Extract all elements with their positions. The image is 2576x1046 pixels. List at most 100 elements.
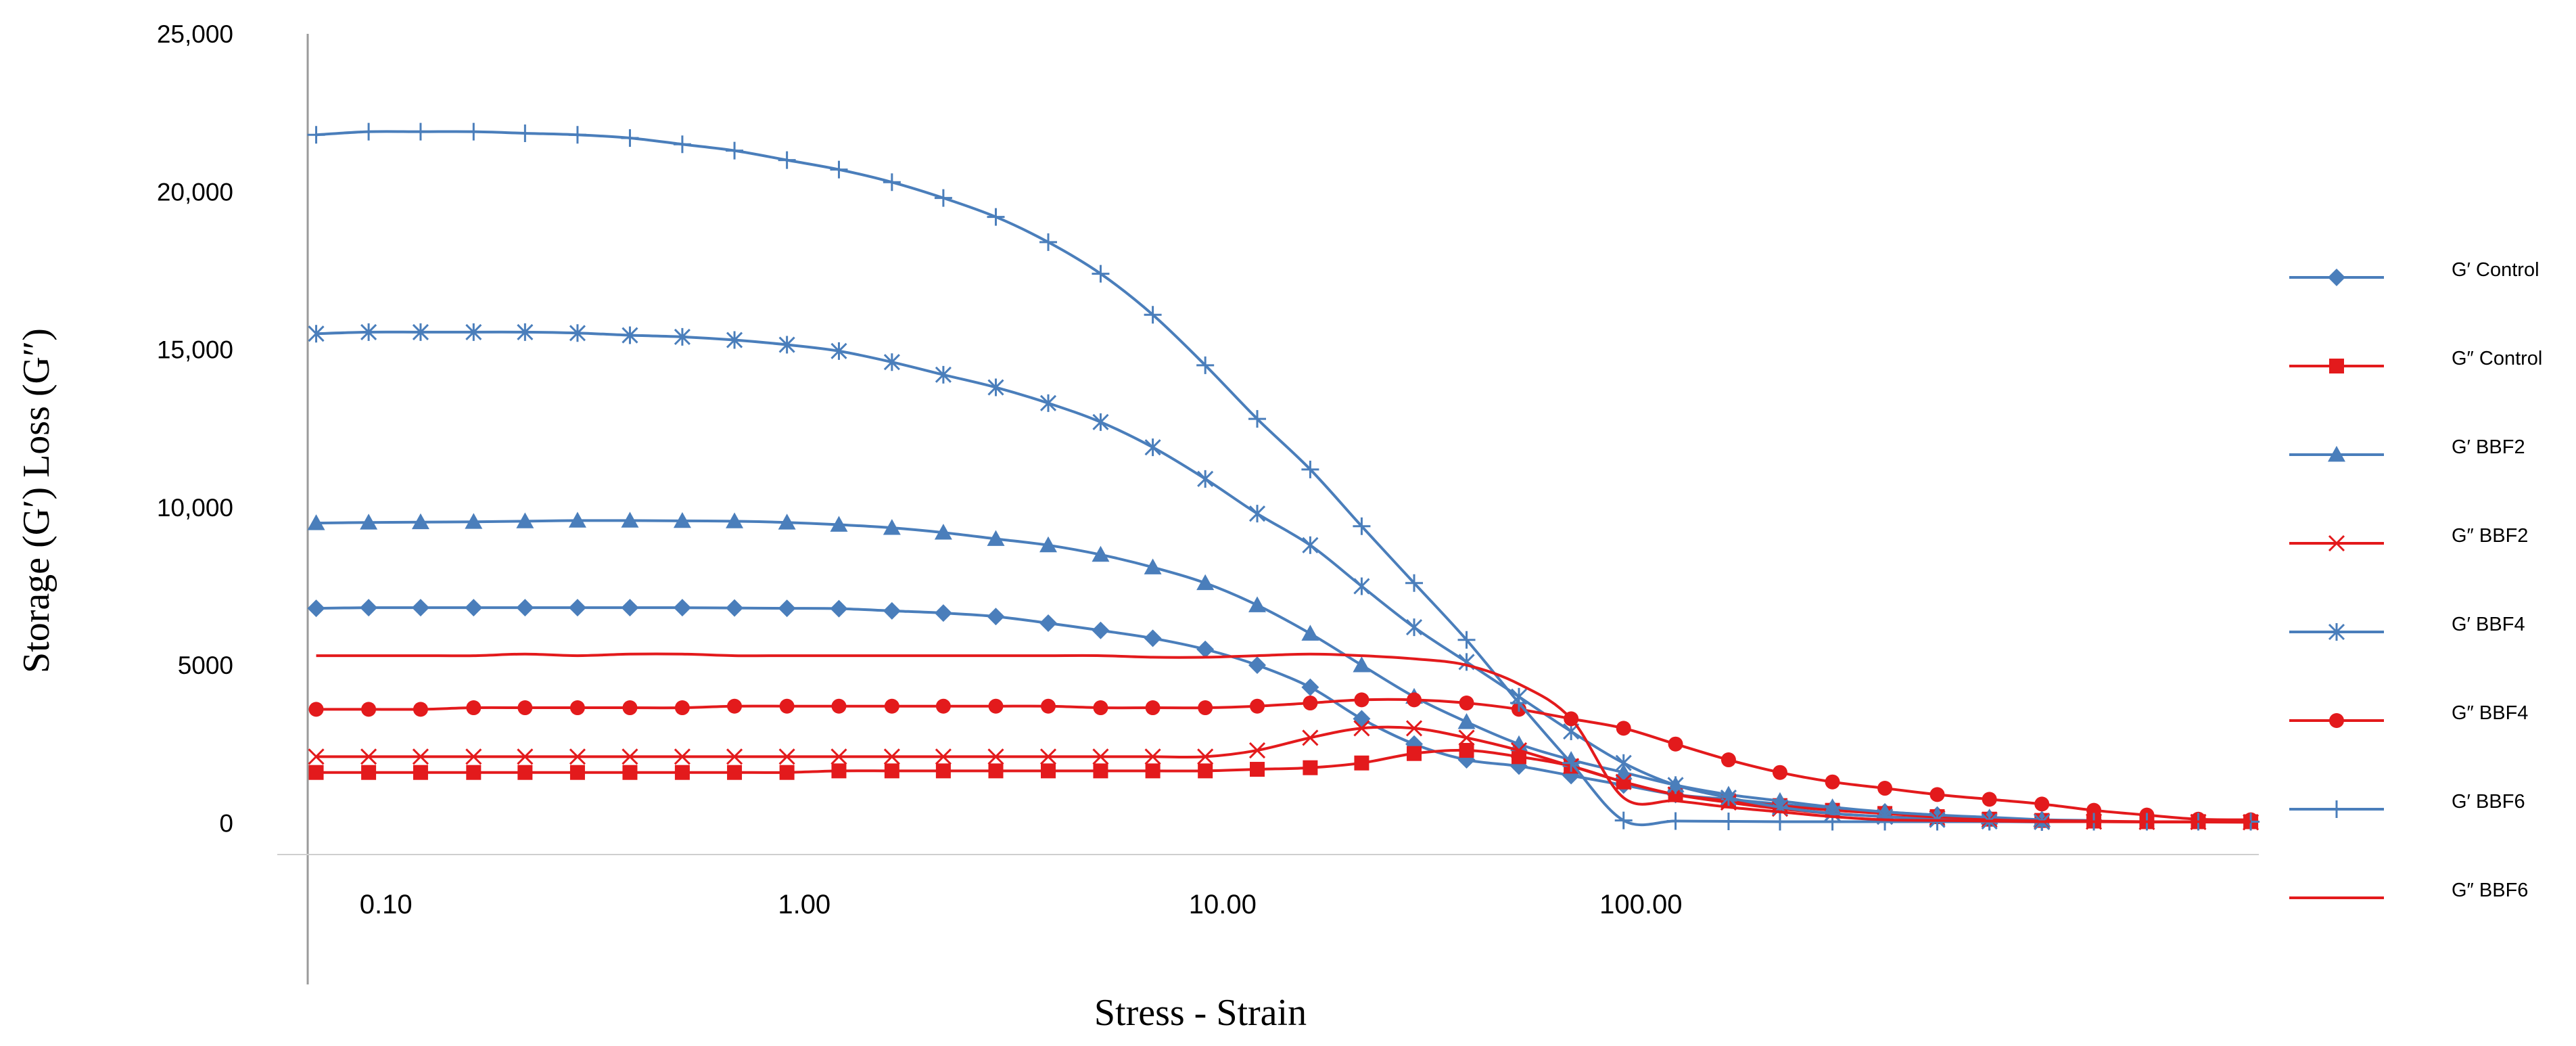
data-point bbox=[2086, 802, 2102, 818]
series-5 bbox=[308, 692, 2259, 827]
data-point bbox=[1303, 696, 1318, 711]
data-point bbox=[569, 748, 586, 765]
legend-item: G′ Control bbox=[2289, 259, 2539, 286]
data-point bbox=[1614, 811, 1633, 829]
data-point bbox=[360, 748, 377, 765]
data-point bbox=[673, 599, 691, 617]
data-point bbox=[1248, 505, 1266, 523]
data-point bbox=[778, 151, 796, 169]
legend-label: G″ BBF2 bbox=[2452, 525, 2528, 547]
data-point bbox=[1248, 596, 1267, 612]
series-6 bbox=[307, 122, 2260, 831]
data-point bbox=[1458, 729, 1475, 746]
y-tick-label: 20,000 bbox=[157, 178, 233, 206]
data-point bbox=[1144, 748, 1161, 765]
data-point bbox=[1720, 752, 1736, 768]
data-point bbox=[621, 599, 639, 617]
data-point bbox=[412, 323, 429, 341]
data-point bbox=[883, 353, 900, 371]
legend-label: G″ Control bbox=[2452, 348, 2542, 369]
data-point bbox=[622, 326, 638, 344]
data-point bbox=[935, 748, 952, 765]
data-point bbox=[935, 698, 951, 714]
data-point bbox=[987, 530, 1005, 546]
data-point bbox=[831, 763, 847, 779]
data-point bbox=[466, 765, 482, 780]
legend-marker bbox=[2328, 269, 2345, 286]
series-line bbox=[316, 725, 2251, 824]
data-point bbox=[1144, 438, 1161, 457]
data-point bbox=[1459, 743, 1474, 758]
data-point bbox=[1196, 356, 1215, 374]
data-point bbox=[1039, 614, 1057, 633]
data-point bbox=[1615, 754, 1632, 772]
data-point bbox=[1877, 781, 1893, 796]
data-point bbox=[779, 698, 795, 714]
x-tick-label: 10.00 bbox=[1189, 890, 1257, 919]
data-point bbox=[1145, 700, 1161, 716]
data-point bbox=[360, 122, 378, 141]
data-point bbox=[1250, 762, 1265, 777]
data-point bbox=[1616, 721, 1631, 736]
data-point bbox=[1510, 742, 1528, 759]
series-7 bbox=[316, 652, 2251, 823]
data-point bbox=[1353, 710, 1371, 728]
data-point bbox=[987, 608, 1005, 626]
data-point bbox=[1093, 700, 1108, 716]
data-point bbox=[830, 748, 847, 765]
data-point bbox=[411, 599, 429, 617]
data-point bbox=[674, 700, 690, 716]
data-point bbox=[569, 324, 586, 342]
data-point bbox=[1458, 653, 1475, 671]
data-point bbox=[831, 698, 847, 714]
data-point bbox=[1720, 789, 1737, 807]
data-point bbox=[360, 514, 378, 530]
data-point bbox=[516, 124, 534, 142]
data-point bbox=[1457, 631, 1476, 649]
y-axis-title: Storage (G′) Loss (G″) bbox=[16, 328, 57, 673]
data-point bbox=[308, 765, 324, 780]
legend-marker bbox=[2328, 800, 2345, 818]
y-tick-label: 25,000 bbox=[157, 20, 233, 48]
plot-area bbox=[307, 122, 2260, 831]
data-point bbox=[1198, 700, 1213, 716]
data-point bbox=[516, 599, 534, 617]
data-point bbox=[465, 122, 483, 141]
data-point bbox=[568, 599, 586, 617]
data-point bbox=[1666, 812, 1685, 830]
series-line bbox=[316, 748, 2251, 823]
data-point bbox=[411, 513, 429, 530]
legend-marker bbox=[2329, 359, 2344, 373]
data-point bbox=[1248, 742, 1266, 759]
data-point bbox=[674, 748, 690, 765]
data-point bbox=[883, 748, 900, 765]
data-point bbox=[1407, 692, 1422, 708]
data-point bbox=[622, 748, 638, 765]
data-point bbox=[1039, 536, 1057, 553]
data-point bbox=[1144, 629, 1162, 647]
data-point bbox=[568, 511, 586, 528]
data-point bbox=[1040, 763, 1056, 779]
data-point bbox=[465, 748, 482, 765]
legend-marker bbox=[2328, 623, 2345, 641]
data-point bbox=[934, 189, 952, 207]
data-point bbox=[1353, 656, 1371, 673]
data-point bbox=[1982, 792, 1997, 807]
legend-label: G′ Control bbox=[2452, 259, 2539, 281]
data-point bbox=[883, 173, 901, 191]
data-point bbox=[726, 599, 744, 617]
x-axis-title: Stress - Strain bbox=[1094, 992, 1307, 1034]
legend-item: G″ BBF6 bbox=[2289, 880, 2528, 901]
x-tick-label: 0.10 bbox=[360, 890, 413, 919]
series-3 bbox=[308, 720, 2259, 831]
data-point bbox=[935, 763, 951, 779]
series-line bbox=[316, 698, 2251, 821]
data-point bbox=[778, 336, 795, 354]
data-point bbox=[1248, 410, 1267, 428]
data-point bbox=[1196, 640, 1215, 658]
data-point bbox=[1248, 656, 1267, 675]
data-point bbox=[517, 700, 533, 716]
data-point bbox=[1825, 774, 1840, 790]
data-point bbox=[1353, 577, 1370, 595]
data-point bbox=[830, 160, 848, 179]
